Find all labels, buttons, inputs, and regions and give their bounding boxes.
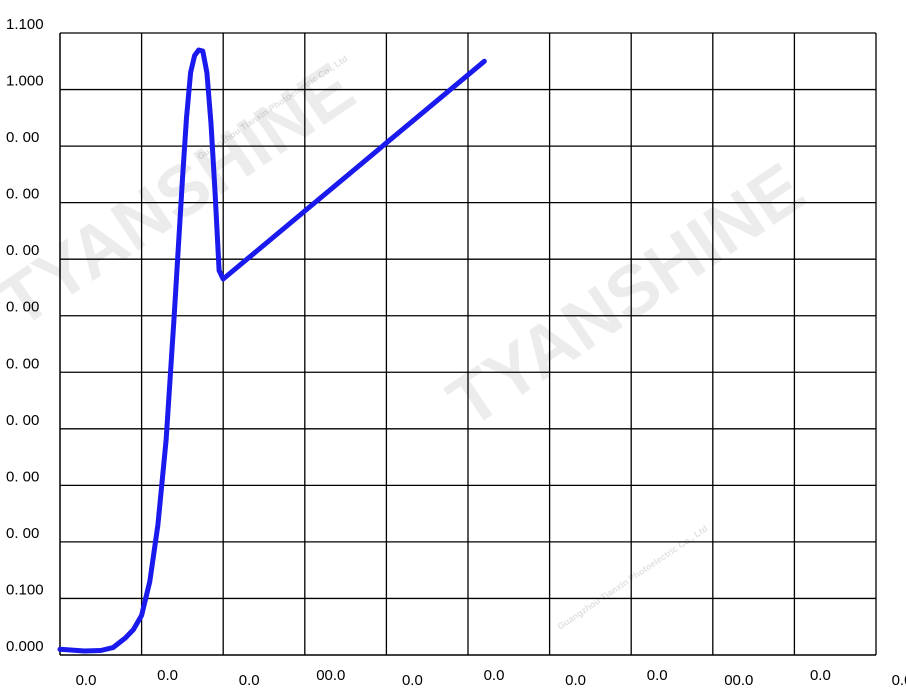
y-tick-label: 0.000 xyxy=(6,638,44,655)
y-tick-label: 0. 00 xyxy=(6,525,39,542)
x-tick-label: 0.0 xyxy=(892,672,906,689)
x-tick-label: 0.0 xyxy=(76,672,97,689)
x-tick-label: 00.0 xyxy=(724,672,753,689)
y-tick-label: 0. 00 xyxy=(6,242,39,259)
watermark-logo: TYANSHINE xyxy=(434,148,818,443)
y-tick-label: 0. 00 xyxy=(6,468,39,485)
y-tick-label: 0. 00 xyxy=(6,129,39,146)
y-tick-label: 0. 00 xyxy=(6,355,39,372)
x-tick-label: 0.0 xyxy=(402,672,423,689)
x-tick-label: 0.0 xyxy=(239,672,260,689)
x-tick-label: 0.0 xyxy=(565,672,586,689)
watermark-company: Guangzhou Tianxin Photoelectric Co., Ltd xyxy=(556,523,710,631)
watermark-logo: TYANSHINE xyxy=(0,48,368,343)
watermark-layer: TYANSHINE TYANSHINE Guangzhou Tianxin Ph… xyxy=(0,48,818,632)
x-tick-label: 0.0 xyxy=(484,667,505,684)
x-tick-label: 00.0 xyxy=(316,667,345,684)
series-line xyxy=(57,47,487,654)
series-layer xyxy=(57,47,487,654)
y-tick-label: 0.100 xyxy=(6,581,44,598)
y-tick-label: 1.100 xyxy=(6,16,44,33)
x-tick-label: 0.0 xyxy=(647,667,668,684)
x-tick-label: 0.0 xyxy=(157,667,178,684)
y-tick-label: 0. 00 xyxy=(6,299,39,316)
y-tick-labels: 0.000 0.100 0. 00 0. 00 0. 00 0. 00 0. 00 0. 00… xyxy=(6,16,44,655)
x-tick-label: 0.0 xyxy=(810,667,831,684)
grid xyxy=(59,32,877,656)
y-tick-label: 0. 00 xyxy=(6,186,39,203)
y-tick-label: 1.000 xyxy=(6,73,44,90)
x-tick-labels: 0.0 0.0 0.0 00.0 0.0 0.0 0.0 0.0 00.0 0.0 0.0 xyxy=(76,667,906,689)
y-tick-label: 0. 00 xyxy=(6,412,39,429)
